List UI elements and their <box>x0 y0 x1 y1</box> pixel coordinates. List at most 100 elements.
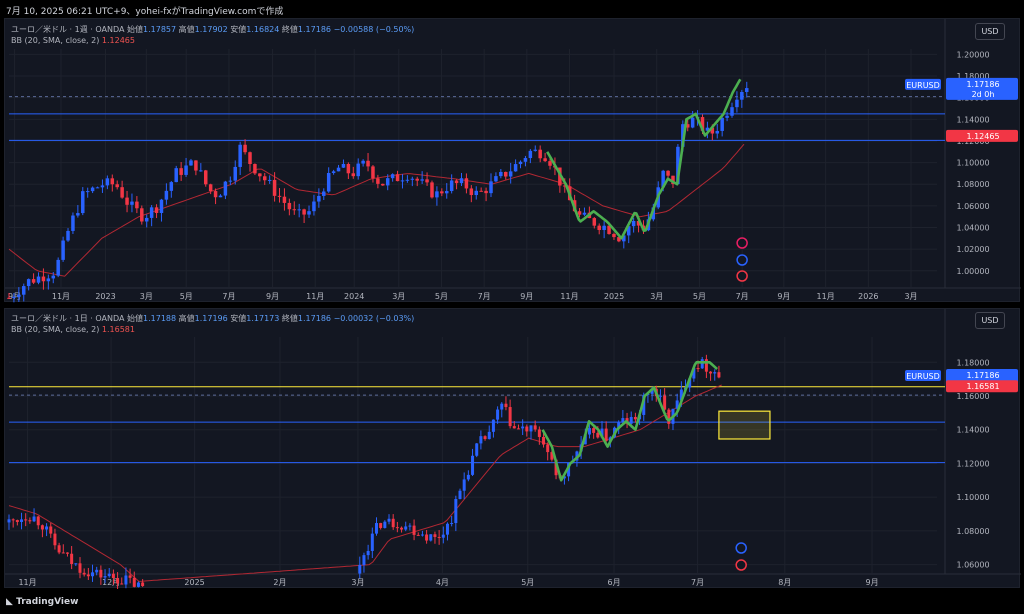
legend-open: 1.17857 <box>143 25 177 34</box>
candle-body <box>61 552 65 554</box>
x-tick-label: 4月 <box>436 578 449 587</box>
chart-panel-daily[interactable]: 1.18000 1.16000 1.14000 1.12000 1.10000 1.080… <box>4 308 1021 589</box>
candle-body <box>504 403 508 408</box>
candle-body <box>474 190 478 196</box>
candle-body <box>663 395 667 410</box>
candle-body <box>15 520 19 522</box>
candle-body <box>617 422 621 428</box>
candle-body <box>159 199 164 213</box>
candle-body <box>395 527 399 529</box>
event-icon <box>736 254 748 266</box>
candle-body <box>20 519 24 522</box>
candle-body <box>135 201 139 209</box>
candle-body <box>76 213 80 216</box>
legend-line-weekly: ユーロ／米ドル · 1週 · OANDA 始値1.17857 高値1.17902… <box>11 24 414 35</box>
footer-brand: TradingView <box>16 597 79 607</box>
candle-body <box>400 527 404 530</box>
candle-body <box>596 432 600 438</box>
candle-body <box>194 160 198 171</box>
candle-body <box>449 180 454 192</box>
candle-body <box>358 564 362 574</box>
candle-body <box>370 533 374 551</box>
y-tick-label: 1.12000 <box>956 459 989 468</box>
candle-body <box>326 172 331 192</box>
candle-body <box>597 225 601 231</box>
candle-body <box>110 178 115 185</box>
candle-body <box>459 178 464 184</box>
price-tag-countdown: 2d 0h <box>972 90 995 99</box>
candle-body <box>516 428 520 430</box>
x-tick-label: 6月 <box>608 578 621 587</box>
legend-change: −0.00032 (−0.03%) <box>333 314 415 323</box>
candle-body <box>720 117 724 131</box>
x-tick-label: 9月 <box>8 292 21 301</box>
candle-body <box>387 518 391 522</box>
tradingview-logo: ◣ TradingView <box>6 597 78 607</box>
candle-body <box>56 259 60 276</box>
candle-body <box>317 195 321 202</box>
candle-body <box>458 490 462 500</box>
x-tick-label: 5月 <box>435 292 448 301</box>
x-tick-label: 11月 <box>18 578 36 587</box>
candle-body <box>336 167 341 172</box>
candle-body <box>725 115 729 118</box>
candle-body <box>543 158 547 162</box>
y-tick-label: 1.02000 <box>956 245 989 254</box>
candle-body <box>24 519 28 521</box>
candle-body <box>164 190 169 200</box>
candle-body <box>248 152 252 165</box>
currency-button-weekly[interactable]: USD <box>975 23 1005 40</box>
candle-body <box>642 394 646 415</box>
candle-body <box>17 294 21 297</box>
legend-open: 1.17188 <box>143 314 177 323</box>
bb-tag-bg <box>946 129 1018 142</box>
y-tick-label: 1.04000 <box>956 224 989 233</box>
candle-body <box>331 171 336 173</box>
candle-body <box>103 576 107 578</box>
candle-body <box>538 149 542 159</box>
candle-body <box>410 178 415 180</box>
candle-body <box>690 117 695 128</box>
y-tick-label: 1.06000 <box>956 202 989 211</box>
candle-body <box>82 572 86 575</box>
candle-body <box>277 195 282 197</box>
candle-body <box>469 188 474 196</box>
bb-tag-value: 1.16581 <box>966 382 999 391</box>
indicator-value: 1.12465 <box>101 36 135 45</box>
y-tick-label: 1.20000 <box>956 50 989 59</box>
legend-low-label: 安値 <box>230 25 247 34</box>
candle-body <box>376 178 380 184</box>
candle-body <box>508 171 513 177</box>
candle-body <box>692 368 696 379</box>
candle-body <box>437 536 441 538</box>
candle-body <box>371 166 375 179</box>
candle-body <box>542 436 546 445</box>
candle-body <box>444 191 449 194</box>
symbol-tag-bg <box>905 78 941 90</box>
currency-button-daily[interactable]: USD <box>975 312 1005 329</box>
x-tick-label: 5月 <box>521 578 534 587</box>
chart-weekly-svg[interactable]: 1.200001.180001.160001.140001.120001.100… <box>5 19 1021 303</box>
candle-body <box>479 190 483 192</box>
candle-body <box>688 378 692 388</box>
candle-body <box>199 170 203 172</box>
x-tick-label: 9月 <box>266 292 279 301</box>
x-tick-label: 5月 <box>180 292 193 301</box>
candle-body <box>475 443 479 456</box>
bb-tag-bg <box>946 380 1018 393</box>
candle-body <box>710 127 715 134</box>
x-tick-label: 3月 <box>904 292 917 301</box>
candle-body <box>66 230 70 241</box>
candle-body <box>700 117 705 131</box>
x-tick-label: 3月 <box>392 292 405 301</box>
chart-panel-weekly[interactable]: 1.200001.180001.160001.140001.120001.100… <box>4 18 1021 303</box>
candle-body <box>57 545 61 553</box>
candle-body <box>203 170 208 185</box>
candle-body <box>676 146 680 185</box>
candle-body <box>351 173 356 177</box>
legend-change: −0.00588 (−0.50%) <box>333 25 415 34</box>
candle-body <box>74 563 78 565</box>
chart-daily-svg[interactable]: 1.18000 1.16000 1.14000 1.12000 1.10000 1.080… <box>5 309 1021 589</box>
candle-body <box>132 577 136 587</box>
x-tick-label: 8月 <box>778 578 791 587</box>
